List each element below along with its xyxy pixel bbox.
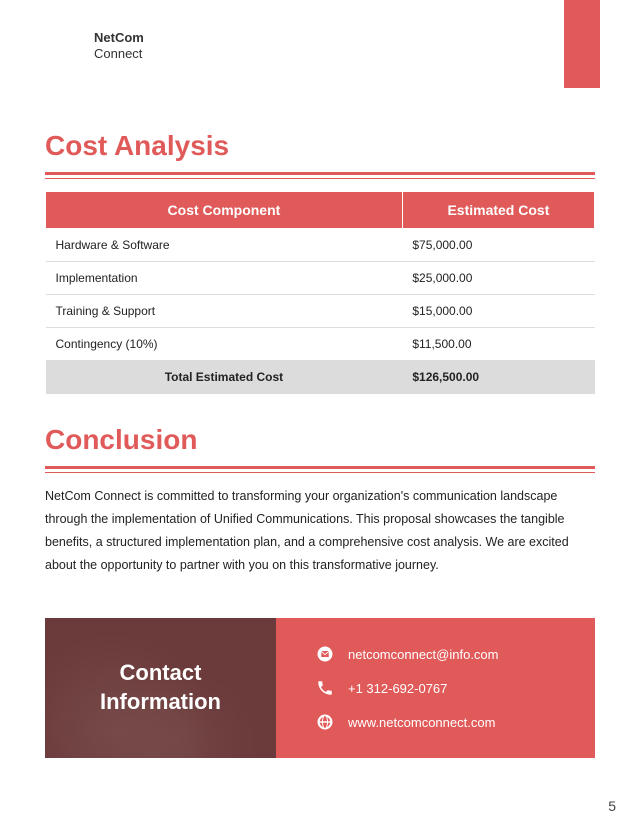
contact-email: netcomconnect@info.com xyxy=(348,647,499,662)
divider-thick xyxy=(45,466,595,469)
divider-thin xyxy=(45,178,595,179)
cell-component: Implementation xyxy=(46,262,403,295)
phone-icon xyxy=(316,679,334,697)
table-row: Hardware & Software $75,000.00 xyxy=(46,229,595,262)
cost-analysis-heading: Cost Analysis xyxy=(45,130,595,162)
contact-phone: +1 312-692-0767 xyxy=(348,681,447,696)
contact-web-row: www.netcomconnect.com xyxy=(316,713,595,731)
divider-thick xyxy=(45,172,595,175)
cell-component: Contingency (10%) xyxy=(46,328,403,361)
contact-right: netcomconnect@info.com +1 312-692-0767 w… xyxy=(276,618,595,758)
table-header-row: Cost Component Estimated Cost xyxy=(46,192,595,229)
cell-cost: $25,000.00 xyxy=(402,262,594,295)
table-row: Training & Support $15,000.00 xyxy=(46,295,595,328)
table-total-row: Total Estimated Cost $126,500.00 xyxy=(46,361,595,394)
main-content: Cost Analysis Cost Component Estimated C… xyxy=(45,130,595,578)
brand-line1: NetCom xyxy=(94,30,144,46)
contact-panel: Contact Information netcomconnect@info.c… xyxy=(45,618,595,758)
cell-component: Training & Support xyxy=(46,295,403,328)
web-icon xyxy=(316,713,334,731)
cost-table: Cost Component Estimated Cost Hardware &… xyxy=(45,191,595,394)
conclusion-block: Conclusion NetCom Connect is committed t… xyxy=(45,424,595,578)
col-component: Cost Component xyxy=(46,192,403,229)
brand-block: NetCom Connect xyxy=(94,30,144,61)
cell-cost: $15,000.00 xyxy=(402,295,594,328)
conclusion-body: NetCom Connect is committed to transform… xyxy=(45,485,595,578)
email-icon xyxy=(316,645,334,663)
contact-web: www.netcomconnect.com xyxy=(348,715,495,730)
cell-cost: $75,000.00 xyxy=(402,229,594,262)
cell-cost: $11,500.00 xyxy=(402,328,594,361)
total-label: Total Estimated Cost xyxy=(46,361,403,394)
header-accent-bar xyxy=(564,0,600,88)
cell-component: Hardware & Software xyxy=(46,229,403,262)
col-cost: Estimated Cost xyxy=(402,192,594,229)
page-number: 5 xyxy=(608,798,616,814)
total-cost: $126,500.00 xyxy=(402,361,594,394)
contact-title-text: Contact Information xyxy=(100,659,221,716)
divider-thin xyxy=(45,472,595,473)
contact-title: Contact Information xyxy=(100,659,221,716)
table-row: Contingency (10%) $11,500.00 xyxy=(46,328,595,361)
brand-line2: Connect xyxy=(94,46,144,62)
conclusion-heading: Conclusion xyxy=(45,424,595,456)
table-row: Implementation $25,000.00 xyxy=(46,262,595,295)
contact-phone-row: +1 312-692-0767 xyxy=(316,679,595,697)
contact-left: Contact Information xyxy=(45,618,276,758)
contact-email-row: netcomconnect@info.com xyxy=(316,645,595,663)
